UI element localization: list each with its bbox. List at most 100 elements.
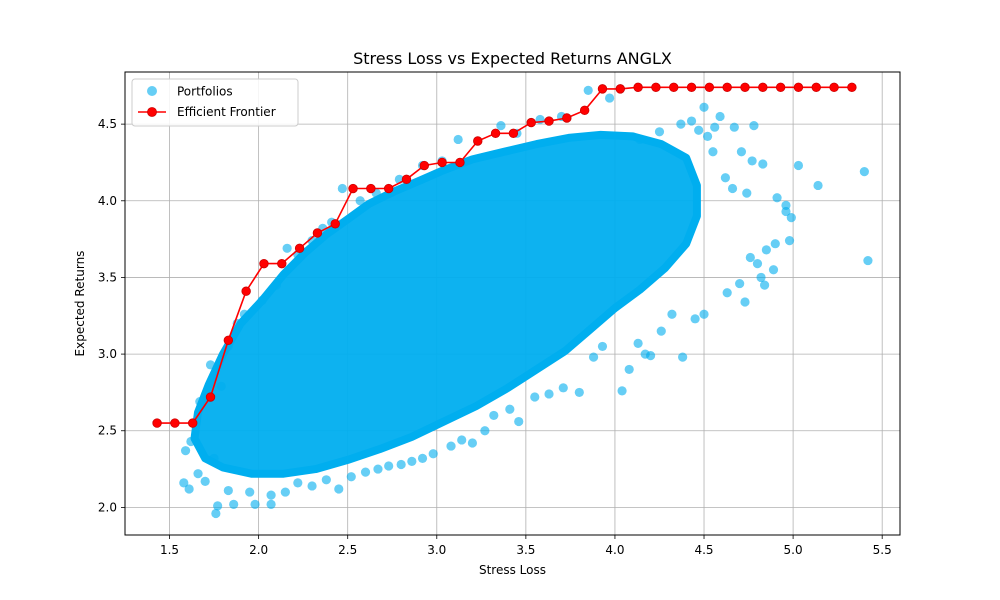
frontier-point (294, 243, 305, 254)
portfolio-point (179, 478, 189, 488)
frontier-point (455, 157, 465, 168)
portfolio-point (457, 435, 467, 445)
frontier-point (205, 392, 216, 402)
portfolio-point (250, 499, 260, 509)
frontier-point (241, 286, 251, 296)
frontier-point (633, 82, 643, 93)
frontier-point (508, 128, 519, 139)
portfolio-point (678, 352, 688, 362)
portfolio-point (239, 309, 249, 319)
portfolio-point (223, 485, 233, 496)
portfolio-point (781, 200, 791, 210)
portfolio-point (758, 159, 768, 169)
portfolio-point (772, 193, 782, 203)
legend: Portfolios Efficient Frontier (131, 78, 299, 127)
portfolio-point (784, 236, 795, 246)
frontier-point (669, 82, 679, 93)
portfolio-point (184, 484, 194, 494)
portfolio-point (180, 446, 191, 456)
frontier-point (847, 82, 857, 93)
frontier-point (562, 113, 572, 123)
y-tick-label: 3.0 (98, 347, 117, 361)
portfolio-points (179, 84, 873, 519)
x-tick-label: 5.5 (873, 543, 892, 557)
portfolio-point (213, 501, 223, 511)
portfolio-point (747, 156, 757, 166)
x-axis-label: Stress Loss (479, 563, 546, 577)
portfolio-point (727, 183, 738, 194)
portfolio-point (633, 338, 643, 348)
portfolio-point (216, 381, 226, 391)
portfolio-point (667, 309, 677, 319)
portfolio-point (604, 93, 615, 103)
portfolio-point (307, 481, 317, 491)
portfolio-point (467, 438, 478, 448)
portfolio-point (496, 121, 506, 131)
portfolio-point (699, 102, 709, 112)
x-tick-label: 5.0 (784, 543, 803, 557)
portfolio-cloud-area (190, 130, 701, 478)
portfolio-point (200, 476, 210, 486)
portfolio-point (759, 280, 770, 290)
portfolio-point (676, 119, 686, 129)
plot-frame (124, 71, 901, 536)
portfolio-point (768, 265, 779, 275)
portfolio-point (770, 239, 780, 249)
portfolio-point (195, 397, 205, 407)
frontier-line (157, 86, 852, 424)
portfolio-point (453, 134, 463, 145)
frontier-point (686, 82, 697, 93)
frontier-point (704, 82, 715, 93)
portfolio-point (211, 508, 221, 519)
portfolio-point (271, 280, 282, 290)
portfolio-point (446, 441, 456, 451)
frontier-point (259, 258, 269, 269)
frontier-point (348, 183, 358, 194)
portfolio-point (863, 255, 873, 266)
portfolio-cloud (190, 130, 701, 478)
legend-portfolios-marker (147, 86, 157, 96)
frontier-point (793, 82, 804, 93)
x-tick-label: 4.0 (605, 543, 624, 557)
portfolio-point (186, 436, 196, 447)
frontier-point (544, 116, 554, 126)
frontier-point (473, 136, 483, 146)
portfolio-point (229, 499, 239, 509)
frontier-point (170, 418, 180, 428)
frontier-point (277, 258, 287, 269)
frontier-point (223, 335, 234, 345)
portfolio-point (360, 467, 371, 477)
portfolio-point (736, 147, 747, 157)
portfolio-point (505, 404, 515, 414)
portfolio-point (710, 122, 720, 132)
portfolio-point (373, 464, 383, 474)
portfolio-point (293, 478, 303, 488)
frontier-point (615, 84, 625, 94)
portfolio-point (761, 245, 771, 255)
frontier-point (829, 82, 839, 93)
portfolio-point (307, 236, 317, 246)
x-tick-label: 4.5 (694, 543, 713, 557)
portfolio-point (396, 459, 406, 470)
portfolio-point (749, 121, 759, 131)
portfolio-point (793, 160, 804, 171)
frontier-point (775, 82, 786, 93)
portfolio-point (720, 173, 731, 183)
portfolio-point (745, 252, 755, 263)
portfolio-point (786, 213, 796, 223)
frontier-point (366, 183, 376, 194)
portfolio-point (489, 410, 499, 421)
portfolio-point (813, 180, 823, 191)
portfolio-point (530, 392, 540, 402)
portfolio-point (480, 426, 490, 436)
portfolio-point (729, 122, 739, 132)
portfolio-point (702, 131, 713, 141)
portfolio-point (740, 297, 750, 307)
portfolio-point (635, 134, 645, 145)
portfolio-point (722, 288, 732, 298)
x-tick-label: 2.0 (249, 543, 268, 557)
y-tick-label: 4.5 (98, 117, 117, 131)
y-tick-label: 4.0 (98, 194, 117, 208)
